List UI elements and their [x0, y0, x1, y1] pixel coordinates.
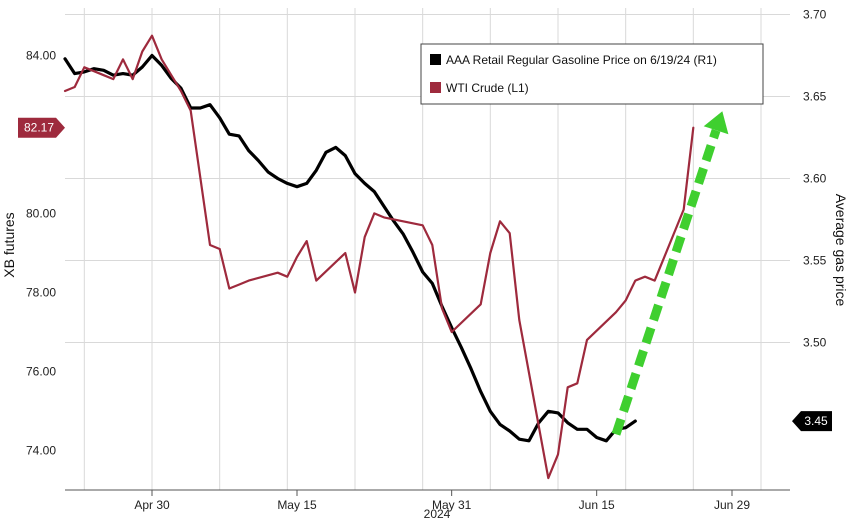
- y-right-tick-label: 3.65: [803, 90, 827, 104]
- annotation-layer: [611, 111, 729, 436]
- axes: Apr 30 May 15 May 31 Jun 15 Jun 29 84.00 80.00…: [18, 8, 832, 512]
- x-axis-tick-label: Jun 29: [714, 498, 750, 512]
- y-right-tick-label: 3.50: [803, 335, 827, 349]
- last-value-label-wti: 82.17: [24, 121, 54, 135]
- trend-arrow-shaft: [611, 128, 721, 436]
- series-line-gasoline: [63, 53, 637, 443]
- y-left-tick-label: 76.00: [26, 364, 56, 378]
- y-right-axis-label: Average gas price: [833, 194, 848, 307]
- x-axis-tick-label: May 15: [277, 498, 317, 512]
- y-right-tick-label: 3.55: [803, 253, 827, 267]
- legend-label-wti: WTI Crude (L1): [446, 81, 529, 95]
- legend-swatch-gasoline: [430, 54, 441, 65]
- x-axis-tick-label: Apr 30: [134, 498, 170, 512]
- y-right-tick-label: 3.70: [803, 8, 827, 22]
- last-value-badge-gasoline: [792, 411, 832, 432]
- x-axis-year-label: 2024: [424, 507, 451, 521]
- y-right-tick-label: 3.60: [803, 172, 827, 186]
- legend-swatch-wti: [430, 82, 441, 93]
- last-value-badge-wti: [18, 117, 65, 138]
- x-axis-tick-label: May 31: [432, 498, 472, 512]
- legend: AAA Retail Regular Gasoline Price on 6/1…: [420, 43, 764, 105]
- last-value-label-gasoline: 3.45: [804, 414, 828, 428]
- y-left-tick-label: 84.00: [26, 48, 56, 62]
- y-left-tick-label: 74.00: [26, 443, 56, 457]
- series-line-wti: [63, 34, 695, 480]
- legend-box: [420, 43, 764, 105]
- y-left-tick-label: 78.00: [26, 285, 56, 299]
- trend-arrow-head: [703, 111, 729, 135]
- legend-label-gasoline: AAA Retail Regular Gasoline Price on 6/1…: [446, 53, 717, 67]
- y-left-axis-label: XB futures: [1, 212, 17, 277]
- x-axis-tick-label: Jun 15: [579, 498, 615, 512]
- y-left-tick-label: 80.00: [26, 206, 56, 220]
- series-layer: [63, 34, 695, 480]
